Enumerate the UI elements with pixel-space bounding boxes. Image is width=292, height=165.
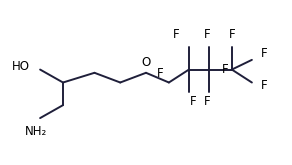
Text: F: F xyxy=(173,28,179,41)
Text: F: F xyxy=(229,28,235,41)
Text: HO: HO xyxy=(12,60,30,73)
Text: F: F xyxy=(260,47,267,60)
Text: NH₂: NH₂ xyxy=(25,125,47,138)
Text: F: F xyxy=(190,95,197,108)
Text: F: F xyxy=(222,63,228,76)
Text: F: F xyxy=(204,28,211,41)
Text: O: O xyxy=(141,56,151,69)
Text: F: F xyxy=(204,95,211,108)
Text: F: F xyxy=(157,67,163,80)
Text: F: F xyxy=(260,79,267,92)
